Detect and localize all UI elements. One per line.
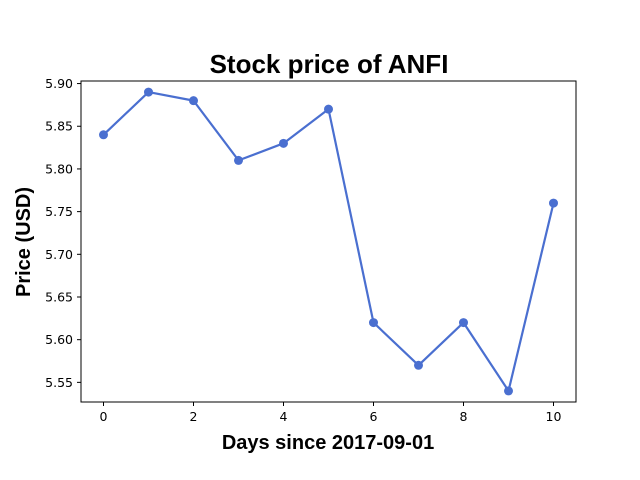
data-point <box>234 155 243 165</box>
y-axis-label: Price (USD) <box>13 187 35 297</box>
data-point <box>369 318 378 328</box>
chart-title: Stock price of ANFI <box>210 49 449 79</box>
data-series <box>99 87 558 396</box>
data-point <box>189 96 198 106</box>
x-axis-label: Days since 2017-09-01 <box>222 432 434 454</box>
data-point <box>504 386 513 396</box>
x-tick-label: 2 <box>190 409 198 424</box>
data-point <box>99 130 108 140</box>
x-tick-label: 8 <box>460 409 468 424</box>
y-tick-label: 5.60 <box>45 332 73 347</box>
data-point <box>279 138 288 148</box>
x-tick-label: 4 <box>280 409 288 424</box>
y-tick-label: 5.70 <box>45 247 73 262</box>
series-line <box>102 90 555 392</box>
data-point <box>414 360 423 370</box>
data-point <box>459 318 468 328</box>
x-tick-label: 6 <box>370 409 378 424</box>
y-tick-label: 5.85 <box>45 119 73 134</box>
y-tick-label: 5.55 <box>45 375 73 390</box>
plot-area-frame <box>80 80 577 403</box>
data-point <box>324 104 333 114</box>
y-tick-label: 5.65 <box>45 289 73 304</box>
data-point <box>549 198 558 208</box>
x-tick-label: 10 <box>546 409 562 424</box>
data-point <box>144 87 153 97</box>
y-tick-label: 5.75 <box>45 204 73 219</box>
x-tick-label: 0 <box>100 409 108 424</box>
y-tick-label: 5.90 <box>45 76 73 91</box>
y-axis: 5.55 5.60 5.65 5.70 5.75 5.80 5.85 5.90 <box>45 76 81 390</box>
y-tick-label: 5.80 <box>45 161 73 176</box>
x-axis: 0 2 4 6 8 10 <box>100 402 562 424</box>
